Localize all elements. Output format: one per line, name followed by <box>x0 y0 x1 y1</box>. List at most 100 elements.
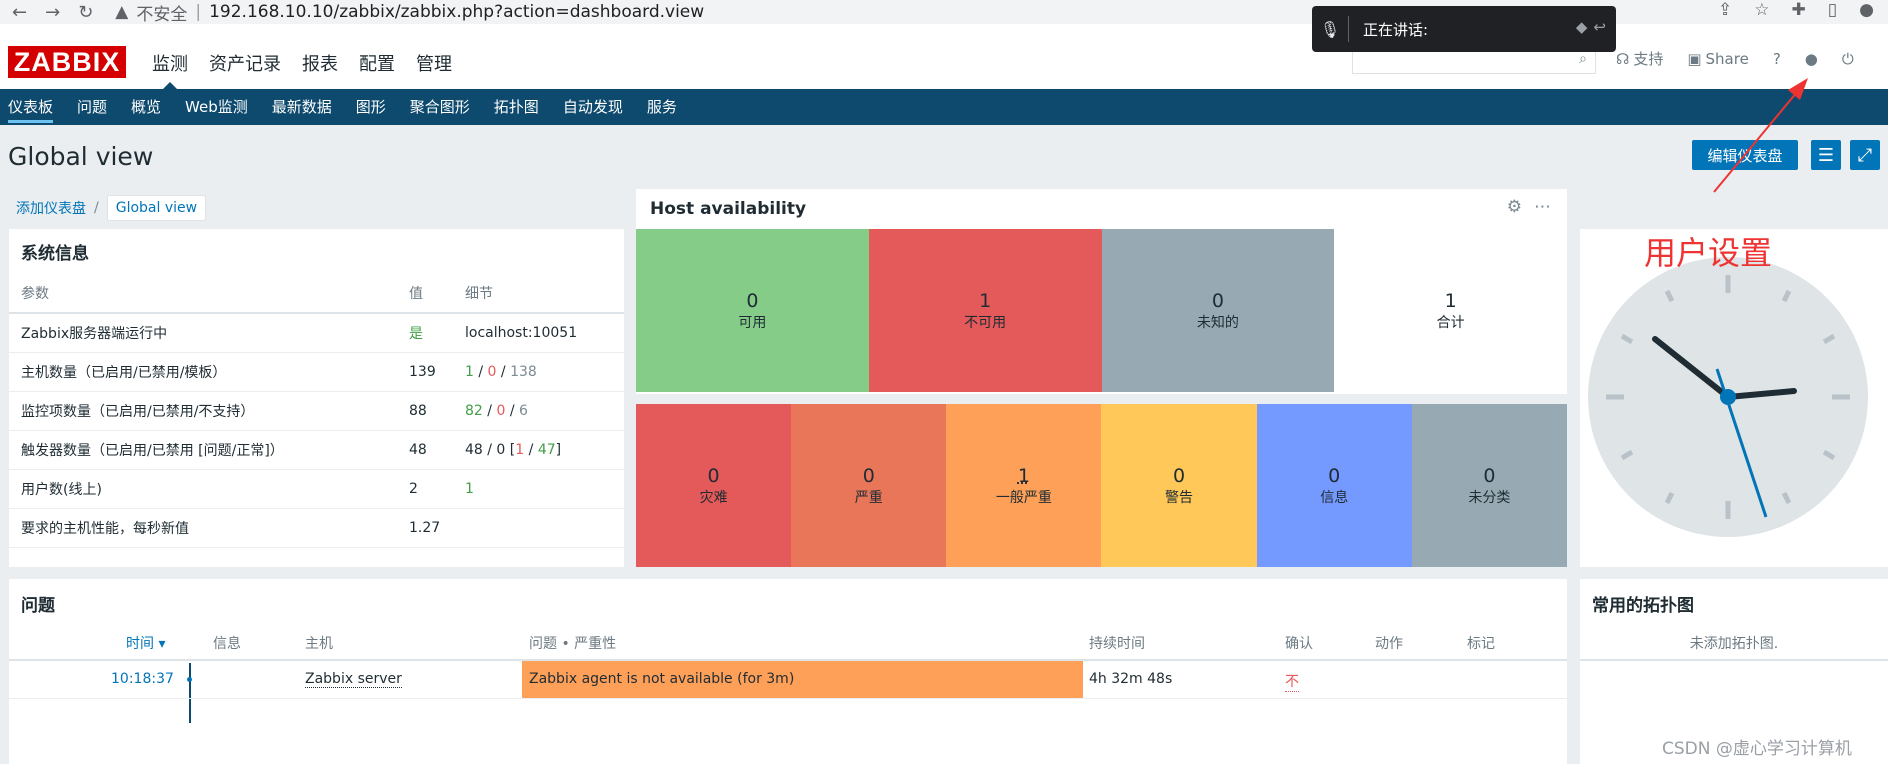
availability-label: 未知的 <box>1196 314 1239 331</box>
problem-time[interactable]: 10:18:37 <box>111 671 174 687</box>
dashboard-menu-button[interactable]: ☰ <box>1811 140 1841 170</box>
clock-hour-hand <box>1652 336 1731 400</box>
help-link[interactable]: ? <box>1772 49 1781 68</box>
logout-icon[interactable]: ⏻ <box>1841 49 1854 68</box>
profile-icon[interactable]: ● <box>1859 0 1874 20</box>
reload-icon[interactable]: ↻ <box>78 1 94 23</box>
breadcrumb-current[interactable]: Global view <box>106 195 207 221</box>
forward-icon[interactable]: → <box>45 1 61 23</box>
search-icon[interactable]: ⌕ <box>1579 51 1587 67</box>
menu-inventory[interactable]: 资产记录 <box>209 54 281 75</box>
detail-problem: 1 <box>515 441 525 458</box>
col-problem: 问题 • 严重性 <box>529 636 617 652</box>
severity-label: 严重 <box>854 489 883 506</box>
col-info: 信息 <box>213 636 241 652</box>
detail-sep: / <box>505 402 519 419</box>
browser-nav: ← → ↻ <box>0 2 93 23</box>
extensions-icon[interactable]: ✚ <box>1791 0 1806 20</box>
severity-not-classified[interactable]: 0 未分类 <box>1411 404 1567 567</box>
hamburger-icon: ☰ <box>1817 144 1835 166</box>
col-actions: 动作 <box>1375 636 1403 652</box>
col-duration: 持续时间 <box>1089 636 1145 652</box>
zabbix-logo[interactable]: ZABBIX <box>8 46 126 78</box>
detail-ok: 47 <box>537 441 556 458</box>
return-icon[interactable]: ↩ <box>1593 18 1606 36</box>
submenu-problems[interactable]: 问题 <box>77 98 108 116</box>
sidepanel-icon[interactable]: ▯ <box>1827 0 1838 20</box>
submenu-discovery[interactable]: 自动发现 <box>562 98 623 116</box>
support-label: 支持 <box>1633 50 1664 68</box>
value-cell: 是 <box>409 313 465 353</box>
availability-count: 0 <box>746 289 759 312</box>
timeline-line <box>189 663 191 723</box>
param-cell: 用户数(线上) <box>9 469 409 509</box>
back-icon[interactable]: ← <box>12 1 28 23</box>
user-settings-icon[interactable]: ● <box>1804 49 1818 68</box>
availability-total[interactable]: 1 合计 <box>1334 229 1567 392</box>
detail-suffix: ] <box>555 441 562 458</box>
submenu-dashboard[interactable]: 仪表板 <box>8 89 54 125</box>
col-ack: 确认 <box>1285 636 1313 652</box>
problem-description[interactable]: Zabbix agent is not available (for 3m) <box>522 661 1083 698</box>
detail-disabled: 0 <box>487 363 497 380</box>
edit-dashboard-button[interactable]: 编辑仪表盘 <box>1692 140 1798 170</box>
severity-disaster[interactable]: 0 灾难 <box>636 404 792 567</box>
severity-information[interactable]: 0 信息 <box>1256 404 1412 567</box>
menu-administration[interactable]: 管理 <box>416 54 452 75</box>
value-cell: 48 <box>409 430 465 470</box>
problems-widget: 问题 时间 ▾ 信息 主机 问题 • 严重性 持续时间 确认 动作 标记 10:… <box>9 579 1567 764</box>
annotation-arrow <box>1713 78 1808 193</box>
popup-divider <box>1348 16 1349 42</box>
support-link[interactable]: ☊ 支持 <box>1616 48 1663 69</box>
address-bar[interactable]: ▲ 不安全 | 192.168.10.10/zabbix/zabbix.php?… <box>115 0 704 25</box>
menu-configuration[interactable]: 配置 <box>359 54 395 75</box>
problems-by-severity-widget: 0 灾难 0 严重 1 一般严重 0 警告 0 信息 0 未分类 <box>636 404 1567 567</box>
problem-host[interactable]: Zabbix server <box>305 671 402 688</box>
breadcrumb-parent[interactable]: 添加仪表盘 <box>16 201 86 217</box>
gear-icon[interactable]: ⚙ <box>1506 197 1522 217</box>
submenu-web[interactable]: Web监测 <box>185 98 248 116</box>
severity-average[interactable]: 1 一般严重 <box>946 404 1102 567</box>
severity-high[interactable]: 0 严重 <box>791 404 947 567</box>
share-page-icon[interactable]: ⇪ <box>1718 0 1733 20</box>
availability-unknown[interactable]: 0 未知的 <box>1101 229 1335 392</box>
bookmark-star-icon[interactable]: ☆ <box>1754 0 1770 20</box>
url-text[interactable]: 192.168.10.10/zabbix/zabbix.php?action=d… <box>209 2 705 22</box>
menu-monitoring[interactable]: 监测 <box>152 50 188 88</box>
availability-count: 1 <box>979 289 992 312</box>
availability-unavailable[interactable]: 1 不可用 <box>868 229 1102 392</box>
submenu-latest-data[interactable]: 最新数据 <box>271 98 332 116</box>
sub-menu: 仪表板 问题 概览 Web监测 最新数据 图形 聚合图形 拓扑图 自动发现 服务 <box>0 89 1888 125</box>
severity-warning[interactable]: 0 警告 <box>1101 404 1257 567</box>
share-z-icon: ▣ <box>1687 49 1702 68</box>
more-icon[interactable]: ⋯ <box>1534 197 1551 217</box>
watermark: CSDN @虚心学习计算机 <box>1662 739 1852 759</box>
value-cell: 2 <box>409 469 465 509</box>
table-header-row: 参数 值 细节 <box>9 273 624 314</box>
submenu-screens[interactable]: 聚合图形 <box>409 98 470 116</box>
fullscreen-button[interactable]: ⤢ <box>1850 140 1880 170</box>
value-cell: 139 <box>409 352 465 392</box>
submenu-graphs[interactable]: 图形 <box>355 98 386 116</box>
browser-actions: ⇪ ☆ ✚ ▯ ● <box>1718 0 1874 20</box>
share-link[interactable]: ▣ Share <box>1687 50 1748 68</box>
severity-label: 警告 <box>1165 489 1194 506</box>
submenu-services[interactable]: 服务 <box>646 98 677 116</box>
mic-muted-icon[interactable]: 🎙 <box>1319 19 1341 39</box>
headset-icon: ☊ <box>1616 49 1630 68</box>
table-row: Zabbix服务器端运行中 是 localhost:10051 <box>9 313 624 353</box>
widget-title: 常用的拓扑图 <box>1592 596 1694 616</box>
menu-reports[interactable]: 报表 <box>302 54 338 75</box>
availability-row: 0 可用 1 不可用 0 未知的 1 合计 <box>636 229 1567 392</box>
submenu-overview[interactable]: 概览 <box>131 98 162 116</box>
minimize-icon[interactable]: ◆ <box>1575 18 1588 36</box>
problem-ack-link[interactable]: 不 <box>1285 671 1299 692</box>
detail-sep: / <box>482 402 497 419</box>
availability-available[interactable]: 0 可用 <box>636 229 869 392</box>
page-title: Global view <box>8 142 154 171</box>
warning-icon[interactable]: ▲ <box>115 2 129 22</box>
col-time[interactable]: 时间 ▾ <box>126 636 166 652</box>
availability-count: 1 <box>1444 289 1457 312</box>
submenu-maps[interactable]: 拓扑图 <box>493 98 539 116</box>
col-value: 值 <box>409 273 465 314</box>
